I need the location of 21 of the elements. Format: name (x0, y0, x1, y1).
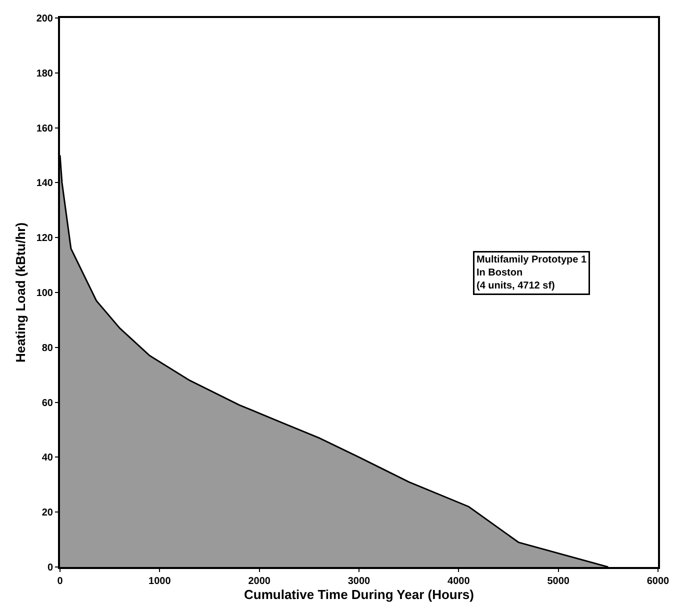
x-tick-label: 3000 (348, 576, 371, 587)
x-tick-label: 1000 (148, 576, 172, 587)
y-axis-title: Heating Load (kBtu/hr) (12, 222, 28, 363)
y-tick-label: 100 (36, 288, 54, 299)
y-tick-label: 180 (36, 68, 54, 80)
x-tick-label: 2000 (248, 576, 271, 587)
x-tick-label: 0 (57, 576, 64, 587)
x-axis-title: Cumulative Time During Year (Hours) (244, 587, 474, 602)
annotation: Multifamily Prototype 1 In Boston (4 units, 4712 sf) (476, 254, 587, 292)
y-tick-label: 60 (42, 398, 54, 409)
y-tick-label: 140 (36, 178, 54, 190)
y-tick-label: 20 (42, 508, 54, 519)
y-tick-label: 160 (36, 123, 54, 134)
y-tick-label: 120 (36, 233, 54, 244)
y-tick-label: 200 (36, 14, 54, 24)
y-tick-label: 80 (42, 342, 54, 354)
x-tick-label: 4000 (448, 576, 470, 587)
x-tick-label: 6000 (646, 576, 670, 587)
y-tick-label: 40 (42, 452, 54, 464)
x-tick-label: 5000 (547, 576, 570, 587)
y-tick-label: 0 (47, 562, 54, 574)
